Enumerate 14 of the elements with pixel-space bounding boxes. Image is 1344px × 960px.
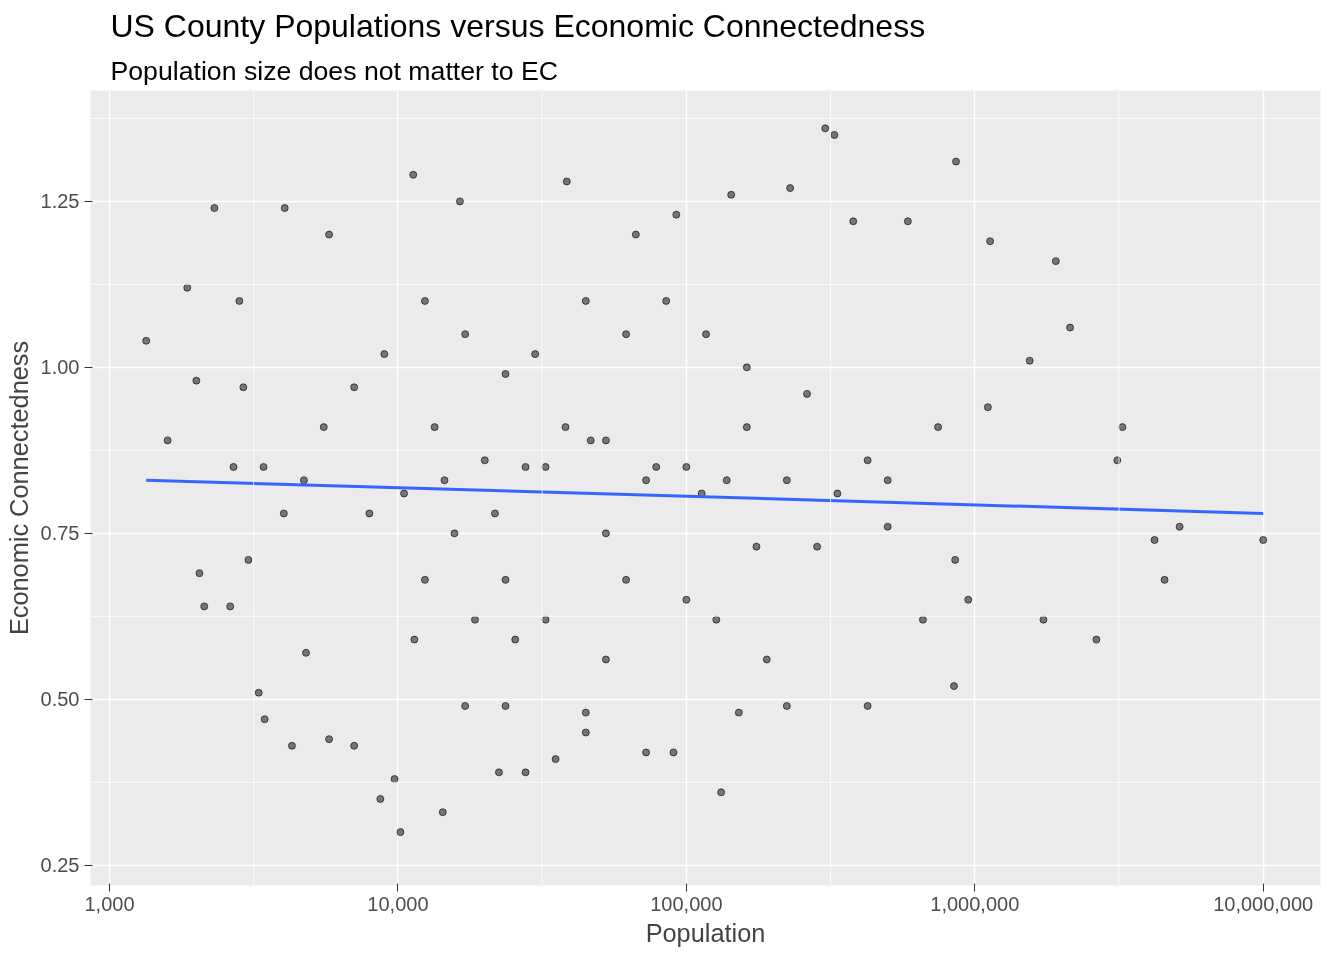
x-tick-label: 1,000 xyxy=(84,892,135,915)
x-tick-label: 10,000 xyxy=(367,892,429,915)
x-tick-label: 1,000,000 xyxy=(930,892,1020,915)
chart-subtitle: Population size does not matter to EC xyxy=(110,55,558,86)
y-tick-label: 1.00 xyxy=(40,356,80,379)
y-tick-label: 0.75 xyxy=(40,522,80,545)
y-tick-label: 0.25 xyxy=(40,854,80,877)
x-tick-label: 100,000 xyxy=(650,892,723,915)
x-tick-label: 10,000,000 xyxy=(1213,892,1314,915)
y-axis-title: Economic Connectedness xyxy=(4,340,33,636)
y-tick-label: 0.50 xyxy=(40,688,80,711)
x-axis-title: Population xyxy=(645,918,766,947)
chart-title: US County Populations versus Economic Connectedness xyxy=(110,7,926,44)
y-tick-label: 1.25 xyxy=(40,190,80,213)
